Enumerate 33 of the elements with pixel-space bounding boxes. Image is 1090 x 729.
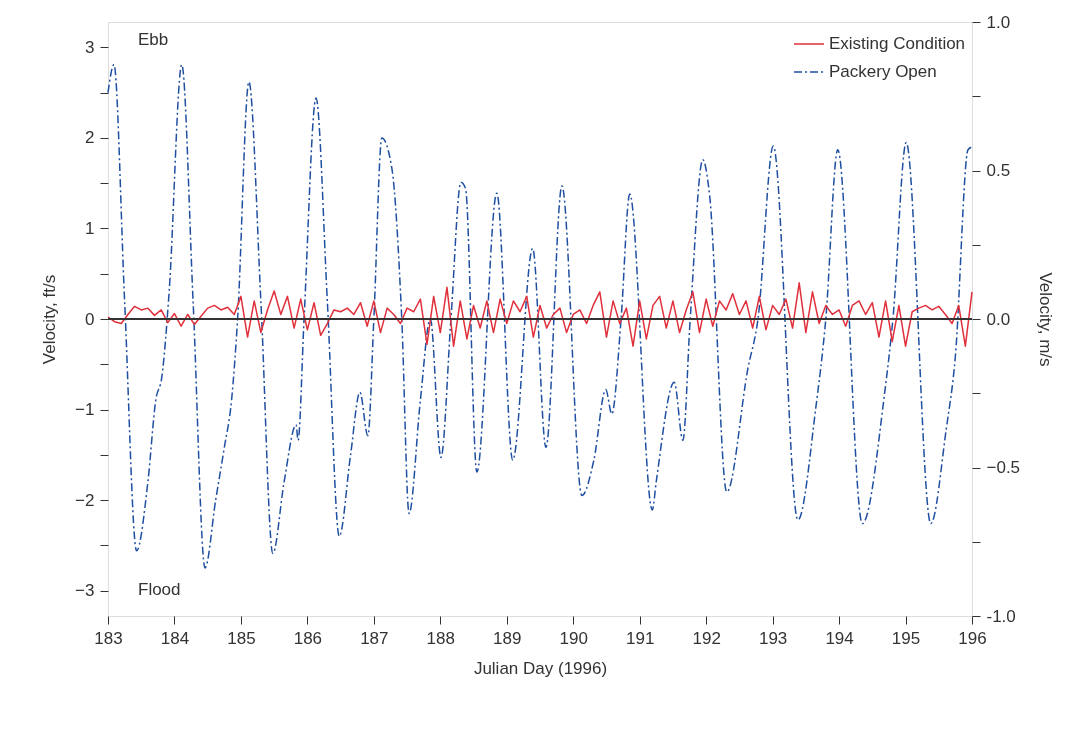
x-tick-label: 191 <box>626 628 655 648</box>
x-tick-label: 194 <box>825 628 854 648</box>
x-tick-label: 187 <box>360 628 389 648</box>
y-tick-label: −3 <box>75 581 95 601</box>
x-tick-label: 188 <box>426 628 455 648</box>
x-axis-title: Julian Day (1996) <box>473 658 608 678</box>
y-axis-title: Velocity, ft/s <box>40 274 60 365</box>
x-tick-label: 184 <box>160 628 190 648</box>
y-tick-label: 2 <box>85 128 95 148</box>
y2-tick-label: 0.0 <box>986 309 1011 329</box>
x-tick-label: 185 <box>227 628 256 648</box>
annotation: Ebb <box>138 30 169 49</box>
legend-label: Existing Condition <box>829 34 966 53</box>
y2-tick-label: 1.0 <box>986 12 1011 32</box>
x-tick-label: 190 <box>559 628 588 648</box>
x-tick-label: 193 <box>758 628 788 648</box>
x-tick-label: 189 <box>493 628 522 648</box>
legend-label: Packery Open <box>829 62 937 81</box>
x-tick-label: 192 <box>692 628 721 648</box>
x-tick-label: 186 <box>293 628 323 648</box>
y2-axis-title: Velocity, m/s <box>1036 272 1056 367</box>
y-tick-label: 3 <box>85 37 95 57</box>
y2-tick-label: -1.0 <box>986 606 1016 626</box>
y-tick-label: 0 <box>85 309 95 329</box>
x-tick-label: 195 <box>891 628 921 648</box>
x-tick-label: 183 <box>94 628 123 648</box>
y2-tick-label: −0.5 <box>986 458 1021 477</box>
y2-tick-label: 0.5 <box>986 161 1011 180</box>
y-tick-label: −1 <box>75 400 95 420</box>
y-tick-label: −2 <box>75 490 95 510</box>
x-tick-label: 196 <box>958 628 987 648</box>
annotation: Flood <box>138 580 181 599</box>
y-tick-label: 1 <box>85 218 95 238</box>
